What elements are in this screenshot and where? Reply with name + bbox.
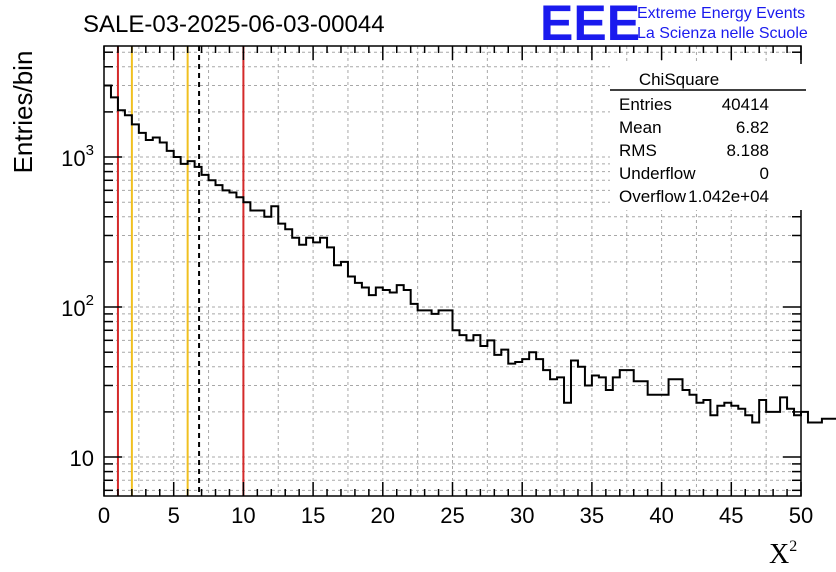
y-tick-label: 103 — [61, 142, 94, 171]
stats-row-label: RMS — [619, 141, 657, 160]
stats-rows: Entries 40414 Mean 6.82 RMS 8.188 Underflow 0 Ov… — [619, 95, 769, 206]
x-tick-label: 45 — [719, 503, 743, 528]
y-tick-label: 10 — [70, 446, 94, 471]
y-tick-label-base: 10 — [61, 146, 85, 171]
threshold-lines — [116, 46, 245, 496]
stats-row-value: 1.042e+04 — [688, 187, 769, 206]
stats-row-label: Mean — [619, 118, 662, 137]
x-tick-label: 0 — [98, 503, 110, 528]
logo-mark: EEE — [540, 0, 640, 51]
histogram-series — [104, 84, 836, 424]
stats-row-label: Underflow — [619, 164, 696, 183]
stats-row-value: 8.188 — [726, 141, 769, 160]
stats-box: ChiSquare Entries 40414 Mean 6.82 RMS 8.188 Un… — [610, 64, 806, 210]
x-axis-label-sup: 2 — [789, 538, 797, 555]
logo-line-2: La Scienza nelle Scuole — [637, 25, 808, 42]
x-tick-label: 30 — [510, 503, 534, 528]
x-tick-label: 25 — [440, 503, 464, 528]
y-tick-label-exp: 2 — [86, 292, 94, 309]
stats-row-value: 0 — [760, 164, 769, 183]
x-axis-label-base: X — [769, 539, 789, 570]
y-tick-label-base: 10 — [70, 446, 94, 471]
y-tick-label-exp: 3 — [86, 142, 94, 159]
x-tick-label: 35 — [580, 503, 604, 528]
chart-title: SALE-03-2025-06-03-00044 — [83, 11, 385, 38]
stats-title: ChiSquare — [639, 70, 719, 89]
x-tick-label: 50 — [789, 503, 813, 528]
y-tick-label: 102 — [61, 292, 94, 321]
stats-box-bg — [610, 64, 804, 210]
x-tick-label: 40 — [649, 503, 673, 528]
x-tick-label: 15 — [301, 503, 325, 528]
stats-row-value: 40414 — [722, 95, 769, 114]
logo-line-1: Extreme Energy Events — [637, 5, 805, 22]
x-tick-label: 10 — [231, 503, 255, 528]
eee-logo: EEE Extreme Energy Events La Scienza nel… — [540, 0, 808, 51]
stats-row-label: Entries — [619, 95, 672, 114]
stats-row-value: 6.82 — [736, 118, 769, 137]
y-axis-label: Entries/bin — [8, 51, 38, 174]
stats-row-label: Overflow — [619, 187, 687, 206]
x-tick-label: 5 — [168, 503, 180, 528]
x-axis-label: X2 — [769, 538, 797, 570]
x-tick-label: 20 — [371, 503, 395, 528]
y-tick-label-base: 10 — [61, 296, 85, 321]
grid — [104, 46, 801, 496]
x-tick-labels: 0 5 10 15 20 25 30 35 40 45 50 — [98, 503, 813, 528]
